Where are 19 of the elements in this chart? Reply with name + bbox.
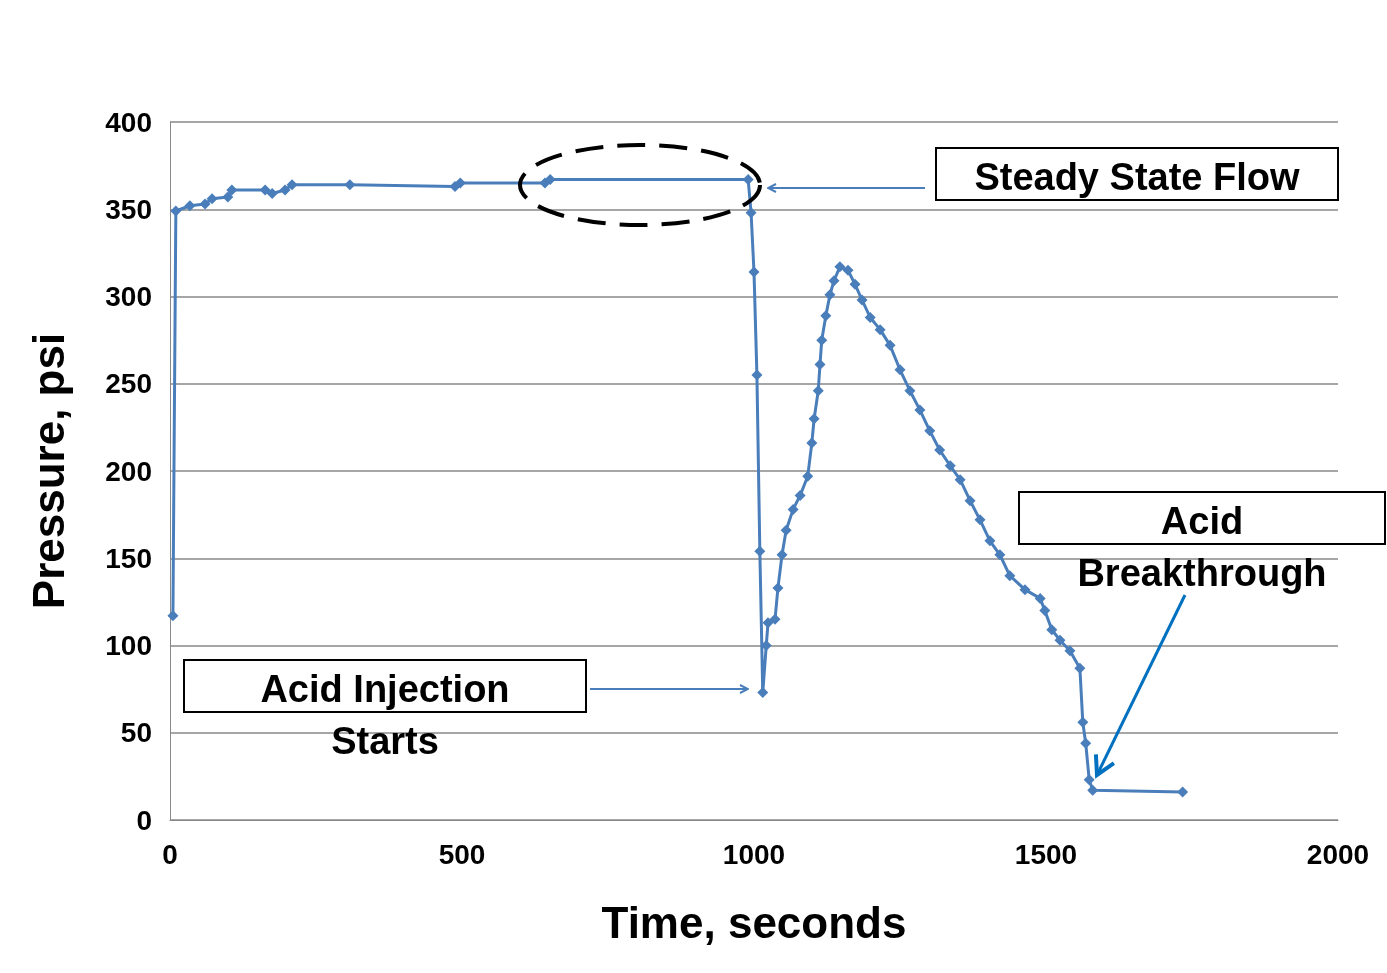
y-tick-label: 400	[105, 106, 152, 138]
y-tick-label: 350	[105, 193, 152, 225]
x-tick-label: 0	[162, 838, 178, 870]
y-tick-label: 250	[105, 368, 152, 400]
annotation: Acid Injection Starts	[259, 667, 511, 764]
y-tick-label: 200	[105, 455, 152, 487]
annotation: Acid Breakthrough	[1076, 499, 1328, 596]
y-tick-label: 0	[136, 804, 152, 836]
annotation: Steady State Flow	[973, 155, 1301, 200]
x-tick-label: 1500	[1014, 838, 1078, 870]
y-tick-label: 100	[105, 630, 152, 661]
y-tick-label: 50	[120, 717, 152, 749]
x-tick-label: 1000	[722, 838, 786, 870]
x-tick-label: 500	[438, 838, 486, 870]
x-tick-label: 2000	[1306, 838, 1370, 870]
y-axis-title: Pressure, psi	[23, 332, 73, 610]
y-tick-label: 300	[105, 281, 152, 312]
y-tick-label: 150	[105, 542, 152, 574]
x-axis-title: Time, seconds	[601, 897, 907, 947]
